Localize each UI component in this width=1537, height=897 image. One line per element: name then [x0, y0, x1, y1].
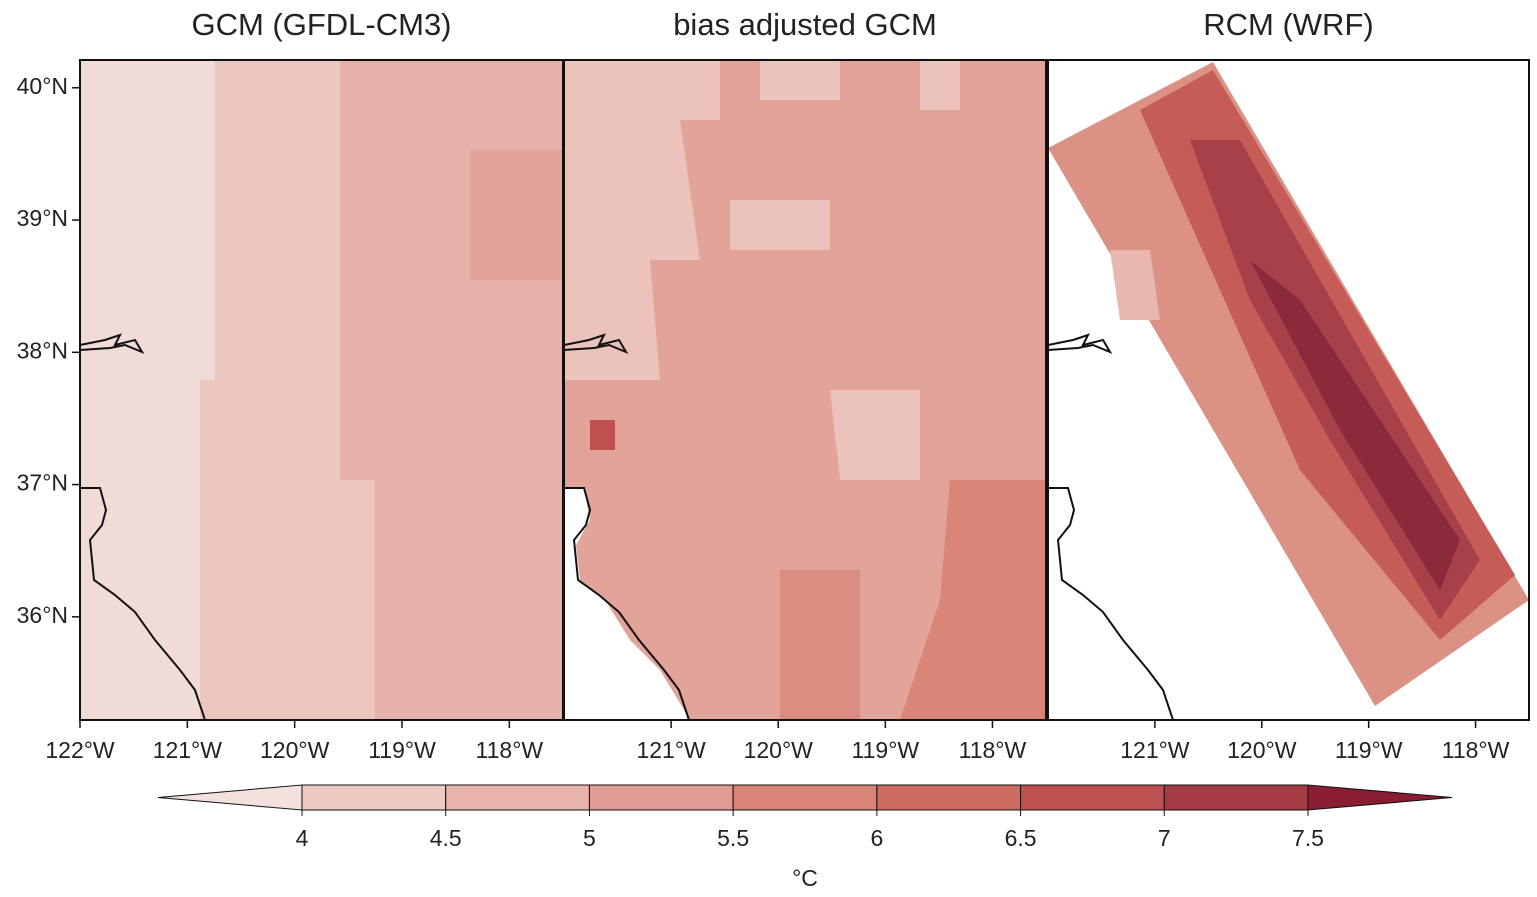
colorbar-segment	[876, 784, 1022, 811]
colorbar-label: °C	[792, 865, 818, 891]
colorbar: 4 4.5 5 5.5 6 6.5 7 7.5 °C	[157, 784, 1453, 891]
rcm-field	[1048, 62, 1529, 720]
x-tick-label: 121°W	[153, 737, 223, 763]
x-tick-label: 119°W	[368, 737, 436, 763]
colorbar-tick-label: 5.5	[717, 825, 749, 851]
colorbar-segment	[732, 784, 878, 811]
colorbar-tick-label: 6	[870, 825, 883, 851]
y-tick-label: 37°N	[17, 470, 68, 496]
colorbar-segment	[445, 784, 590, 811]
colorbar-segment	[1163, 784, 1309, 811]
colorbar-tick-label: 6.5	[1005, 825, 1037, 851]
y-tick-label: 38°N	[17, 337, 68, 363]
colorbar-tick-label: 7.5	[1292, 825, 1324, 851]
y-tick-label: 36°N	[17, 602, 68, 628]
panel-title: bias adjusted GCM	[673, 7, 937, 42]
colorbar-tick-label: 4	[296, 825, 309, 851]
x-tick-label: 120°W	[744, 737, 814, 763]
x-tick-label: 118°W	[959, 737, 1027, 763]
x-tick-label: 119°W	[1335, 737, 1403, 763]
x-tick-label: 121°W	[1120, 737, 1190, 763]
y-tick-label: 40°N	[17, 73, 68, 99]
colorbar-tick-label: 5	[583, 825, 596, 851]
x-tick-label: 120°W	[1227, 737, 1297, 763]
gcm-field	[80, 60, 563, 720]
x-tick-label: 118°W	[1442, 737, 1510, 763]
panel-frame	[563, 59, 1047, 721]
colorbar-tick-label: 7	[1158, 825, 1171, 851]
colorbar-segment	[588, 784, 734, 811]
y-tick-label: 39°N	[17, 205, 68, 231]
panel-title: RCM (WRF)	[1203, 7, 1373, 42]
colorbar-segment	[1020, 784, 1165, 811]
x-tick-label: 119°W	[852, 737, 920, 763]
colorbar-extend-high	[1307, 784, 1453, 811]
panel-frame	[1047, 59, 1530, 721]
colorbar-segment	[301, 784, 447, 811]
bias-adjusted-field	[564, 60, 1046, 720]
colorbar-tick-label: 4.5	[430, 825, 462, 851]
x-tick-label: 118°W	[476, 737, 544, 763]
panel-title: GCM (GFDL-CM3)	[191, 7, 451, 42]
x-tick-label: 121°W	[636, 737, 706, 763]
x-tick-label: 120°W	[260, 737, 330, 763]
x-tick-label: 122°W	[45, 737, 115, 763]
colorbar-extend-low	[157, 784, 303, 811]
axes: GCM (GFDL-CM3) 122°W 121°W 120°W 119°W 118°W 3…	[17, 7, 1530, 763]
